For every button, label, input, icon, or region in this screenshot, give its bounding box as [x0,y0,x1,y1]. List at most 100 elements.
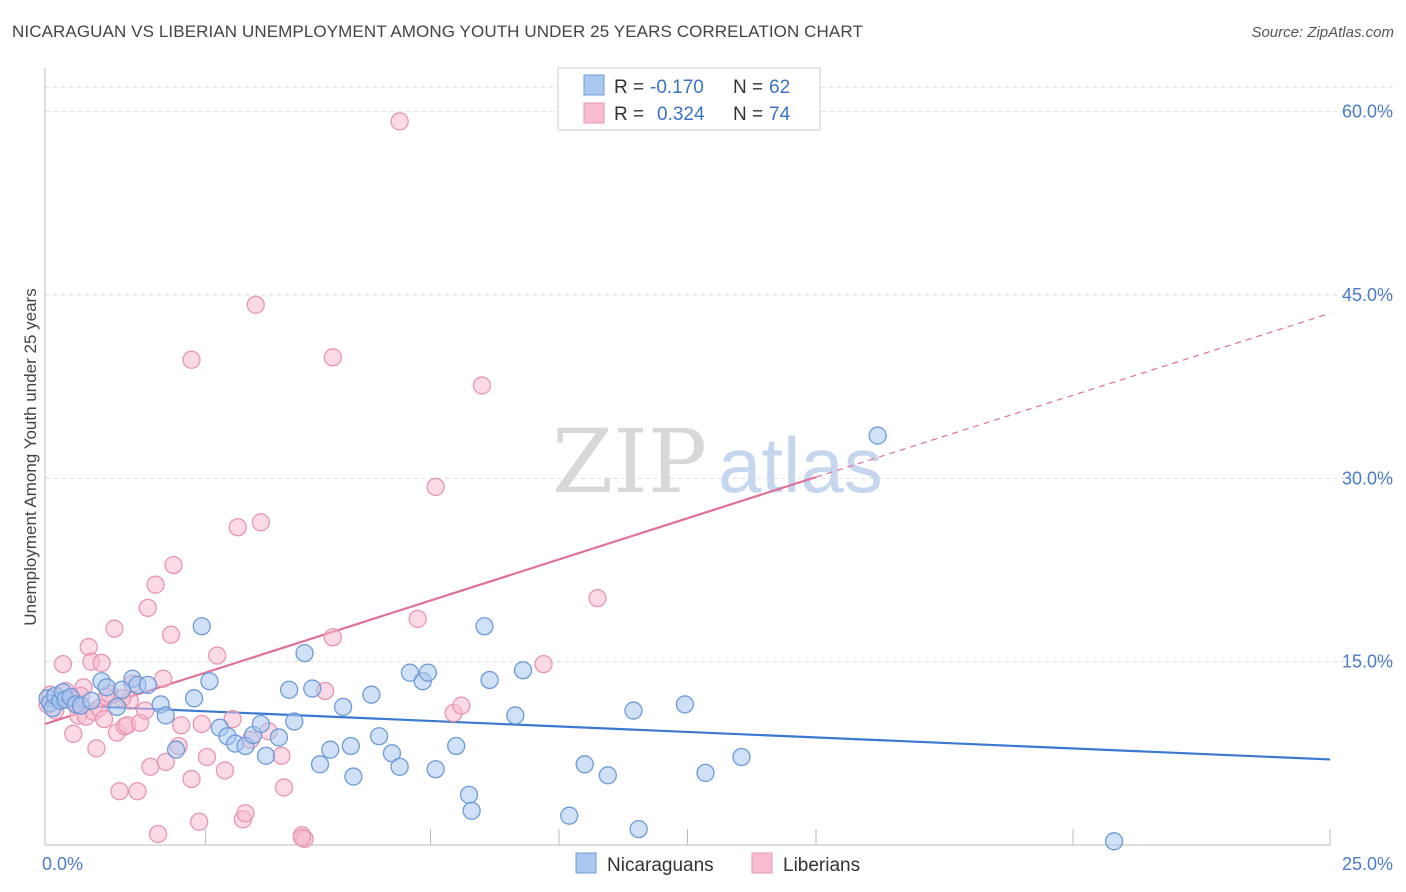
point-nicaraguans-19 [156,706,175,725]
legend-r-value-2: 0.324 [657,104,705,125]
legend-box: R = -0.170 N = 62 R = 0.324 N = 74 [557,67,821,131]
point-nicaraguans-29 [251,714,271,734]
point-liberians-56 [272,746,291,765]
point-liberians-23 [110,782,129,801]
legend-n-label-1: N = [733,77,763,98]
point-liberians-71 [292,828,312,847]
point-liberians-64 [426,477,445,497]
point-nicaraguans-39 [341,736,360,756]
point-nicaraguans-10 [82,691,101,710]
legend-swatch-nicaraguans [583,74,605,96]
point-liberians-67 [472,376,492,395]
point-liberians-28 [128,782,147,801]
point-liberians-54 [251,513,271,532]
point-nicaraguans-51 [462,801,481,820]
point-nicaraguans-54 [506,706,525,725]
legend-n-value-1: 62 [769,77,790,98]
point-liberians-70 [390,112,409,131]
point-nicaraguans-49 [447,736,466,756]
point-liberians-62 [323,348,342,367]
point-nicaraguans-42 [369,727,389,746]
series-legend-liberians: Liberians [783,855,860,876]
point-liberians-63 [408,609,427,629]
trend-line-liberians-extension [815,312,1331,478]
point-liberians-40 [172,716,191,735]
series-legend-swatch-liberians [751,852,773,874]
point-liberians-4 [53,654,73,674]
point-liberians-66 [452,696,471,715]
point-nicaraguans-55 [513,661,533,680]
point-nicaraguans-47 [418,663,438,682]
point-liberians-35 [154,669,173,688]
point-liberians-49 [228,518,247,537]
point-nicaraguans-33 [285,712,304,731]
point-nicaraguans-63 [732,747,751,767]
watermark: ZIP atlas [552,410,883,513]
point-liberians-34 [148,824,168,844]
point-liberians-31 [138,598,157,618]
point-liberians-53 [246,295,265,314]
point-nicaraguans-53 [480,670,499,690]
point-nicaraguans-22 [192,617,211,636]
point-nicaraguans-23 [200,672,219,691]
watermark-atlas: atlas [718,421,883,509]
point-nicaraguans-65 [1104,832,1124,851]
y-tick-label-0: 15.0% [1342,652,1393,672]
point-liberians-32 [141,757,160,776]
point-liberians-36 [156,752,175,772]
series-legend-nicaraguans: Nicaraguans [607,855,714,876]
point-nicaraguans-50 [459,785,479,805]
legend-r-label-1: R = [614,77,644,98]
y-axis-label: Unemployment Among Youth under 25 years [21,288,40,625]
point-nicaraguans-45 [400,663,420,682]
point-nicaraguans-17 [138,675,157,695]
point-liberians-47 [215,761,235,780]
point-nicaraguans-30 [256,746,276,765]
legend-n-value-2: 74 [769,104,791,125]
point-nicaraguans-48 [426,760,445,779]
watermark-zip: ZIP [552,410,707,513]
point-nicaraguans-44 [390,757,409,776]
point-liberians-57 [274,778,294,797]
point-nicaraguans-59 [624,701,643,720]
chart-title: NICARAGUAN VS LIBERIAN UNEMPLOYMENT AMON… [12,22,863,41]
point-nicaraguans-60 [629,819,648,839]
point-liberians-33 [146,575,165,594]
point-nicaraguans-61 [675,695,695,714]
series-legend-swatch-nicaraguans [575,852,597,874]
point-nicaraguans-31 [269,728,289,747]
point-nicaraguans-37 [321,740,340,759]
legend-swatch-liberians [583,102,605,124]
point-nicaraguans-41 [362,685,381,704]
point-liberians-69 [588,588,607,608]
series-legend: Nicaraguans Liberians [575,852,860,876]
point-nicaraguans-12 [97,678,116,697]
point-liberians-37 [161,625,181,644]
legend-r-label-2: R = [614,104,644,125]
point-nicaraguans-13 [107,697,127,717]
point-nicaraguans-57 [575,755,594,774]
x-tick-label-0: 0.0% [42,854,83,874]
point-liberians-38 [164,555,183,575]
data-points [38,112,1124,851]
trend-lines [44,312,1331,761]
point-liberians-51 [236,804,255,823]
point-liberians-45 [197,747,217,767]
trend-line-liberians [44,476,817,726]
point-liberians-30 [136,701,155,720]
point-liberians-42 [182,350,201,369]
point-liberians-46 [208,646,227,665]
point-nicaraguans-64 [868,426,887,445]
point-nicaraguans-40 [344,767,363,786]
point-nicaraguans-38 [333,697,353,717]
point-nicaraguans-36 [310,755,330,774]
legend-r-value-1: -0.170 [650,77,704,98]
y-tick-label-2: 45.0% [1342,285,1393,305]
trend-line-nicaraguans [44,703,1331,761]
point-nicaraguans-20 [166,740,186,759]
gridlines [45,86,1395,663]
point-nicaraguans-21 [184,689,204,708]
point-nicaraguans-58 [598,766,617,785]
x-tick-label-1: 25.0% [1342,854,1393,874]
